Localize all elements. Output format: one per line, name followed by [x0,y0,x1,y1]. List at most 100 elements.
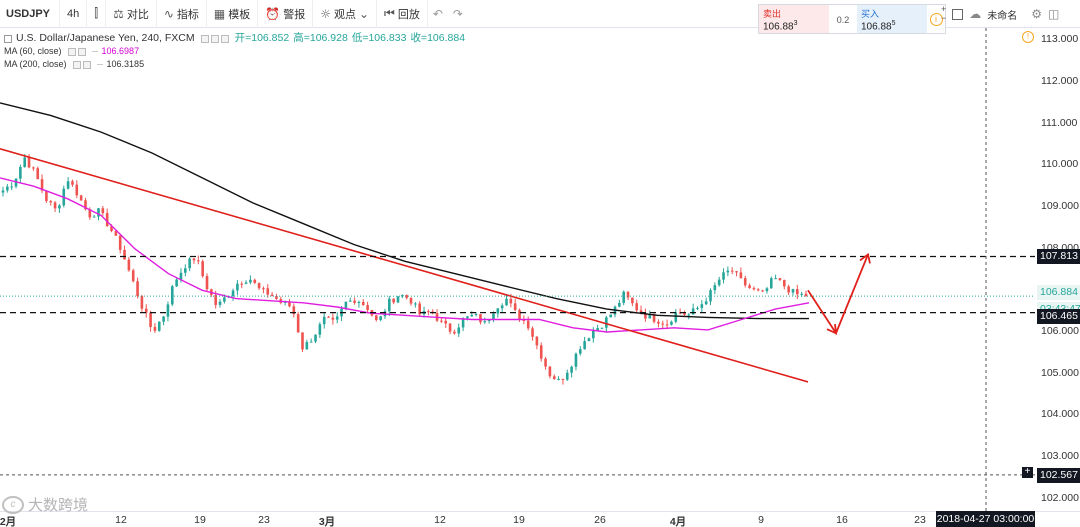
candle-body [709,290,712,302]
legend-title: U.S. Dollar/Japanese Yen, 240, FXCM [16,32,195,44]
snapshot-icon[interactable]: ◫ [1048,7,1060,21]
price-tick-label: 104.000 [1041,408,1079,421]
ma200-buttons[interactable] [72,60,91,69]
ma60-label: MA (60, close) [4,46,62,56]
candle-body [240,283,244,285]
chart-legend: U.S. Dollar/Japanese Yen, 240, FXCM 开=10… [4,32,465,71]
forecast-arrowhead [826,324,838,335]
sell-button[interactable]: 卖出 106.883 [759,5,829,33]
template-button[interactable]: ▦ 模板 [207,0,259,28]
collapse-legend-icon[interactable] [4,34,12,43]
chart-type-button[interactable]: ⫿ [87,0,107,28]
candle-body [587,338,591,342]
candle-body [136,281,139,297]
candle-body [635,303,639,311]
legend-buttons[interactable] [200,34,229,43]
interval-button[interactable]: 4h [60,0,88,28]
candle-body [730,270,734,272]
time-tick-label: 3月 [318,516,336,527]
ideas-button[interactable]: ☼ 观点 ⌄ [313,0,378,28]
undo-icon[interactable]: ↶ [432,6,443,21]
gear-icon[interactable]: ⚙ [1031,7,1043,21]
candle-body [691,308,695,315]
layout-name[interactable]: 未命名 [987,10,1018,22]
candle-body [32,167,35,169]
candle-body [123,249,126,260]
candle-body [288,301,291,307]
candle-body [626,291,630,298]
candle-body [153,326,157,331]
candle-body [713,285,717,291]
candle-body [236,283,239,291]
add-alert-plus-icon[interactable]: + [1022,467,1033,478]
candle-body [249,279,252,283]
candle-body [84,200,87,210]
time-tick-label: 19 [513,514,525,526]
redo-icon[interactable]: ↷ [452,6,463,21]
buy-price: 106.885 [861,20,896,33]
price-tick-label: 112.000 [1041,75,1079,88]
chart-area[interactable] [0,28,1035,511]
candle-body [118,235,122,250]
right-tools: + − ☁ 未命名 ⚙ ◫ [941,4,1059,24]
candle-body [592,330,595,339]
compare-button[interactable]: ⚖ 对比 [106,0,157,28]
compare-label: 对比 [126,8,149,21]
interval-label: 4h [67,7,80,20]
candle-body [184,268,187,273]
candle-body [131,270,135,282]
candle-body [253,279,257,283]
price-tick-label: 102.000 [1041,491,1079,504]
candle-body [700,304,704,308]
candle-body [331,317,335,320]
candle-body [353,300,356,303]
candle-body [748,285,751,289]
time-tick-label: 26 [594,514,606,526]
candle-body [348,300,352,302]
ideas-label: 观点 [333,8,356,21]
cloud-icon: ☁ [969,7,982,21]
candle-body [192,258,196,261]
warning-icon[interactable]: ! [1022,31,1034,43]
candle-body [418,303,421,315]
more-icon[interactable]: ··· [96,59,104,69]
candle-body [36,168,40,180]
candle-body [88,209,92,218]
candle-body [466,316,469,319]
watermark: c 大数跨境 [2,494,88,515]
minus-icon: − [941,13,947,23]
time-tick-label: 12 [115,514,127,526]
plus-minus-control[interactable]: + − [941,5,946,23]
candle-body [23,157,27,167]
symbol-search[interactable]: USDJPY [0,0,60,28]
candle-body [622,291,625,303]
symbol-legend-row: U.S. Dollar/Japanese Yen, 240, FXCM 开=10… [4,32,465,45]
candle-body [500,305,504,309]
candle-body [561,378,565,380]
fullscreen-icon[interactable] [952,8,964,20]
time-tick-label: 19 [194,514,206,526]
candle-body [396,296,400,303]
candle-body [505,298,508,306]
candle-body [110,226,113,232]
alert-button[interactable]: ⏰ 警报 [258,0,314,28]
candle-body [414,303,417,305]
trade-info-button[interactable]: i [927,5,945,33]
candle-body [19,166,22,179]
candle-body [661,323,665,325]
candle-body [544,358,547,367]
indicators-button[interactable]: ∿ 指标 [157,0,207,28]
candle-body [66,181,70,189]
buy-button[interactable]: 买入 106.885 [857,5,927,33]
ma60-buttons[interactable] [67,47,86,56]
replay-button[interactable]: ⏮ 回放 [377,0,428,28]
time-axis[interactable]: 2月 12 19 23 3月 12 19 26 4月 9 16 23 [0,511,1080,527]
template-label: 模板 [228,8,251,21]
price-axis[interactable]: 113.000 112.000 111.000 110.000 109.000 108.0… [1035,28,1080,511]
candle-body [344,301,348,309]
candle-body [140,296,144,309]
candle-body [644,312,647,319]
candle-body [45,190,48,202]
more-icon[interactable]: ··· [91,46,99,56]
watermark-text: 大数跨境 [28,497,89,514]
